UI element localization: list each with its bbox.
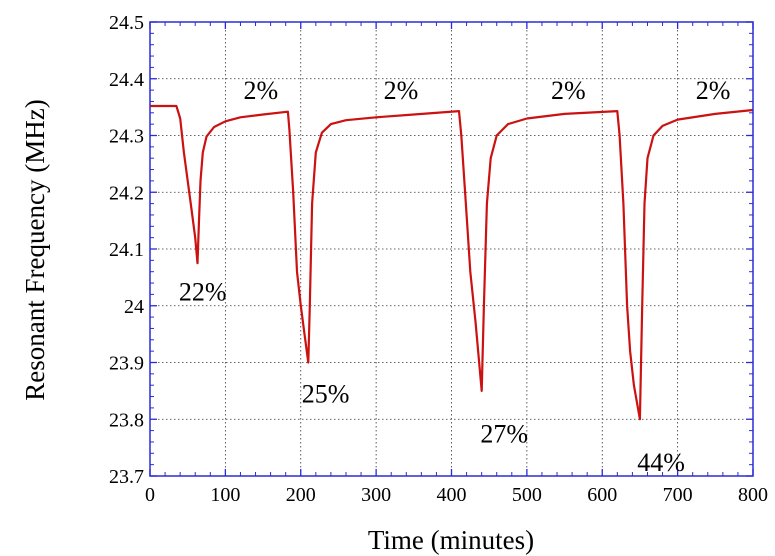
annotation-label: 44% xyxy=(637,448,685,477)
y-axis-title: Resonant Frequency (MHz) xyxy=(20,99,50,400)
y-tick-label: 23.8 xyxy=(109,409,144,431)
y-tick-label: 24.5 xyxy=(109,12,144,34)
y-tick-label: 24.2 xyxy=(109,182,144,204)
x-tick-label: 100 xyxy=(210,484,240,506)
annotation-label: 2% xyxy=(384,76,419,105)
x-tick-label: 300 xyxy=(361,484,391,506)
y-tick-label: 24.3 xyxy=(109,126,144,148)
y-tick-label: 24 xyxy=(124,296,144,318)
grid xyxy=(150,22,753,476)
annotation-label: 27% xyxy=(480,419,528,448)
annotation-label: 25% xyxy=(302,380,350,409)
y-tick-label: 23.7 xyxy=(109,466,144,488)
x-axis-title: Time (minutes) xyxy=(368,525,534,555)
x-tick-label: 800 xyxy=(738,484,768,506)
x-tick-label: 700 xyxy=(663,484,693,506)
annotation-label: 2% xyxy=(551,76,586,105)
x-tick-label: 500 xyxy=(512,484,542,506)
x-tick-label: 0 xyxy=(145,484,155,506)
series-line xyxy=(150,104,754,421)
y-tick-label: 23.9 xyxy=(109,353,144,375)
x-tick-label: 200 xyxy=(286,484,316,506)
annotations: 2% 2% 2% 2% 22% 25% 27% 44% xyxy=(179,76,730,477)
annotation-label: 2% xyxy=(696,76,731,105)
y-tick-label: 24.4 xyxy=(109,69,144,91)
series-layer xyxy=(150,104,754,421)
x-tick-label: 600 xyxy=(587,484,617,506)
plot-frame xyxy=(149,21,754,477)
y-tick-label: 24.1 xyxy=(109,239,144,261)
annotation-label: 2% xyxy=(243,76,278,105)
tick-labels: 0 100 200 300 400 500 600 700 800 23.7 23.8 23.9 24 2… xyxy=(109,12,768,506)
annotation-label: 22% xyxy=(179,278,227,307)
x-tick-label: 400 xyxy=(437,484,467,506)
